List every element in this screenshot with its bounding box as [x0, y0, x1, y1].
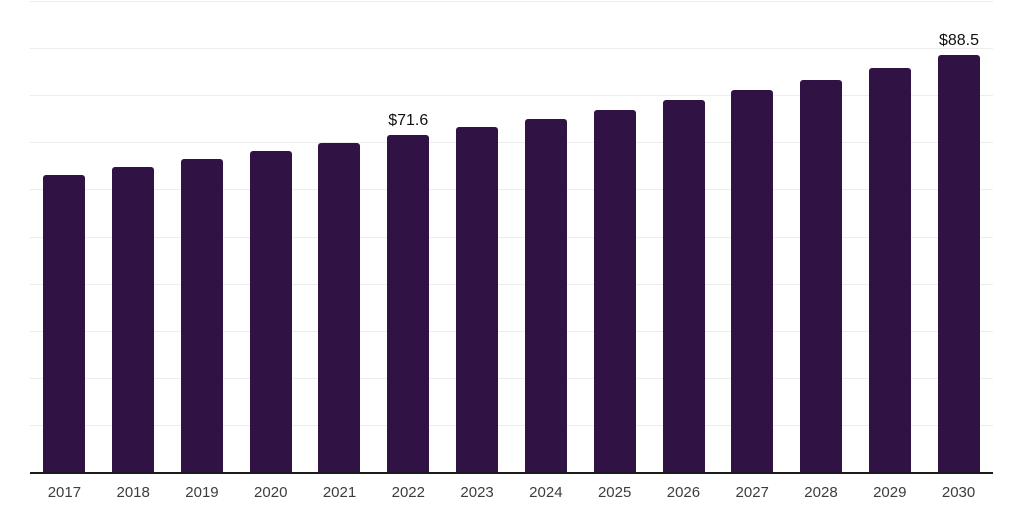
x-tick-label: 2021	[322, 484, 357, 501]
bar-2025	[593, 109, 636, 472]
gridline	[30, 142, 993, 144]
x-tick-label: 2022	[391, 484, 425, 501]
bar-2020	[249, 151, 292, 472]
x-tick-label: 2025	[597, 484, 632, 501]
x-tick-label: 2029	[873, 484, 907, 501]
x-axis-labels: 2017 2018 2019 2020 2021 2022 2023 2024 2025 2026…	[30, 483, 993, 505]
gridline	[30, 283, 993, 285]
bar-2019	[180, 158, 223, 472]
gridline	[30, 1, 993, 2]
gridline	[30, 95, 993, 97]
bar-2029	[869, 68, 912, 472]
bars-row: $71.6 $88.5	[43, 1, 980, 472]
gridline	[30, 424, 993, 426]
bar-2026	[662, 99, 705, 472]
x-tick-label: 2017	[47, 484, 82, 501]
x-tick-label: 2020	[254, 484, 288, 501]
bar-2023	[456, 127, 499, 472]
bar-2024	[524, 119, 567, 472]
bar-value-label: $71.6	[388, 111, 429, 129]
x-tick-label: 2027	[735, 484, 769, 501]
gridline	[30, 377, 993, 379]
bar-2030	[937, 55, 980, 472]
bar-value-label: $88.5	[938, 32, 980, 50]
bar-2027	[731, 90, 774, 472]
bar-2018	[111, 166, 154, 472]
x-tick-label: 2030	[941, 484, 976, 501]
bar-2028	[800, 79, 843, 472]
gridline	[30, 236, 993, 238]
x-tick-label: 2026	[666, 484, 701, 501]
x-tick-label: 2023	[460, 484, 494, 501]
x-tick-label: 2024	[529, 484, 563, 501]
x-tick-label: 2018	[116, 484, 150, 501]
x-tick-label: 2028	[804, 484, 838, 501]
x-tick-label: 2019	[185, 484, 219, 501]
bar-2022	[387, 134, 430, 472]
plot-area: $71.6 $88.5	[30, 1, 993, 472]
bar-2017	[43, 174, 85, 472]
bar-2021	[318, 142, 361, 472]
gridline	[30, 330, 993, 332]
gridline	[30, 189, 993, 191]
x-axis-line	[30, 472, 993, 474]
gridline	[30, 48, 993, 50]
